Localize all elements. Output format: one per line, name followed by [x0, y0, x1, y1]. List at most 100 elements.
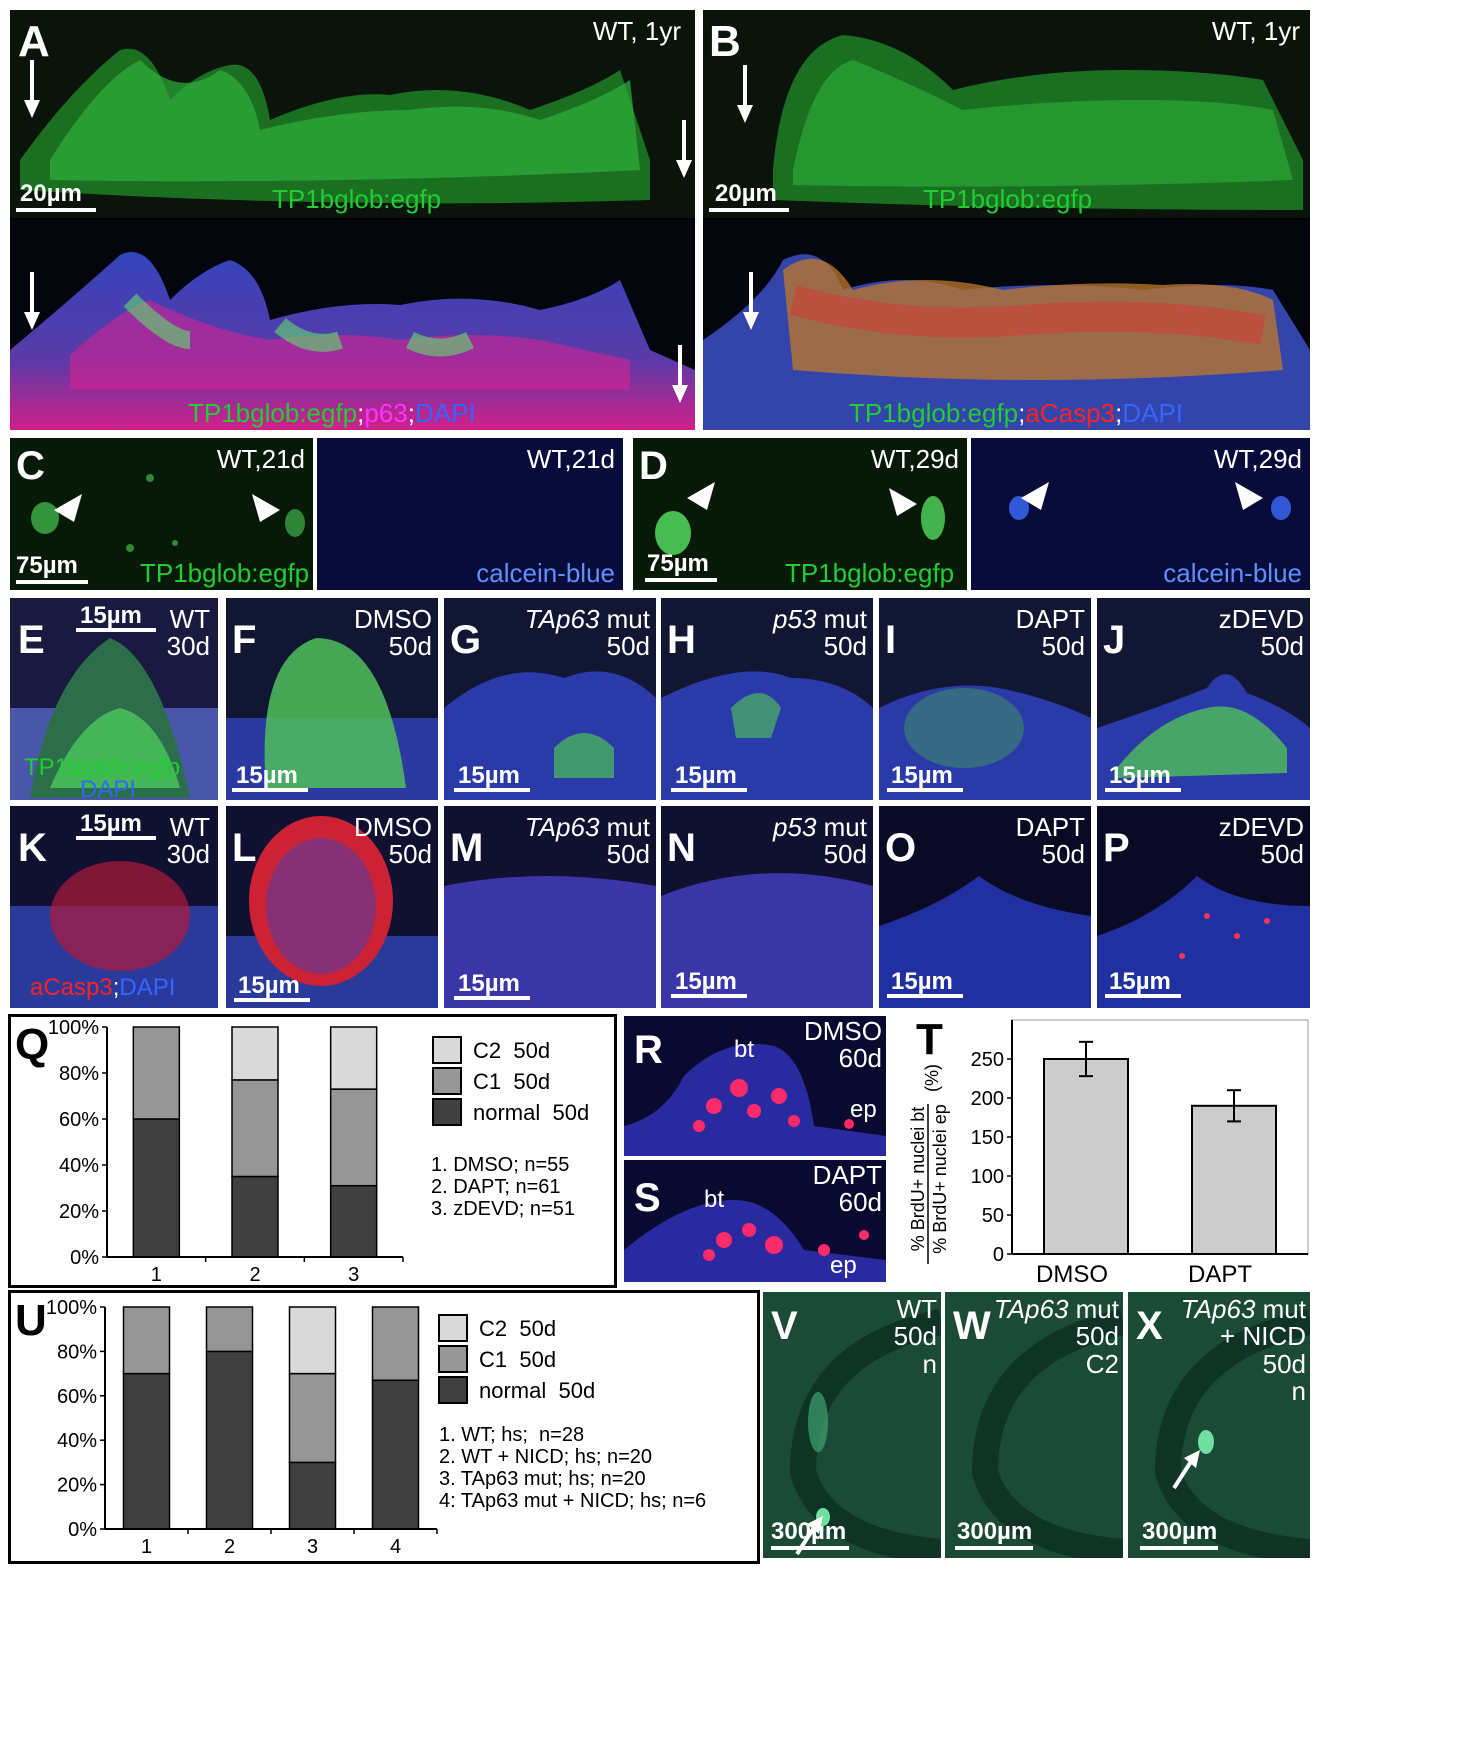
cond-line: TAp63 mut — [994, 1295, 1119, 1323]
legend-swatch — [432, 1036, 462, 1064]
panel-j-label: J — [1103, 618, 1126, 662]
panel-g-scalebar — [454, 788, 530, 792]
cond-line: WT — [169, 604, 210, 634]
y-tick-label: 250 — [971, 1049, 1004, 1071]
legend-label: normal 50d — [479, 1378, 595, 1403]
panel-k-scale: 15µm — [80, 810, 142, 837]
panel-c-scale: 75µm — [16, 552, 78, 579]
panel-n: N p53 mut 50d 15µm — [661, 806, 873, 1008]
panel-m-label: M — [450, 826, 484, 870]
panel-a: A WT, 1yr 20µm TP1bglob:egfp TP1bglob:eg… — [10, 10, 695, 430]
down-arrow-icon — [24, 272, 40, 330]
stain-sep: ; — [1115, 398, 1123, 428]
stain-sep: ; — [407, 398, 415, 428]
panel-p-image — [1097, 876, 1310, 1008]
panel-w-condition: TAp63 mut 50d C2 — [994, 1295, 1119, 1378]
panel-g-label: G — [450, 618, 482, 662]
panel-x-scalebar — [1140, 1546, 1218, 1550]
cond-line: TAp63 mut — [1181, 1295, 1306, 1323]
panel-w-label: W — [953, 1304, 991, 1348]
panel-n-scale: 15µm — [675, 968, 737, 995]
panel-f-condition: DMSO 50d — [354, 605, 432, 661]
chart-u-box: U 0% 20% 40% 60% 80% 100% 1 2 3 4 C2 50d C1 50d norma… — [8, 1290, 760, 1564]
cond-line: DAPT — [1015, 812, 1085, 842]
panel-b-stain-bottom: TP1bglob:egfp;aCasp3;DAPI — [849, 398, 1183, 429]
panel-o-scalebar — [887, 994, 963, 998]
panel-j-image — [1097, 674, 1310, 800]
panel-v: V WT 50d n 300µm — [763, 1292, 941, 1558]
y-tick-label: 60% — [59, 1109, 99, 1131]
panel-j-condition: zDEVD 50d — [1218, 604, 1304, 661]
panel-l-image — [226, 816, 438, 1008]
panel-d-right: WT,29d calcein-blue — [971, 438, 1310, 590]
cond-line: 50d — [1041, 631, 1085, 662]
y-tick-label: 20% — [57, 1475, 97, 1497]
bar-segment — [288, 1461, 337, 1530]
panel-c-condition-left: WT,21d — [216, 444, 305, 474]
chart-q: Q 0% 20% 40% 60% 80% 100% 1 2 3 C2 50d C1 50d normal… — [15, 1017, 589, 1286]
panel-j-scale: 15µm — [1109, 762, 1171, 789]
cond-line: 50d — [1041, 839, 1085, 870]
stain-egfp: TP1bglob:egfp — [849, 398, 1019, 428]
panel-o-condition: DAPT 50d — [1015, 812, 1085, 870]
cond-line: TAp63 mut — [525, 605, 650, 633]
y-label-bottom: % BrdU+ nuclei ep — [930, 1104, 950, 1254]
panel-l: L DMSO 50d 15µm — [226, 806, 438, 1008]
legend-swatch — [438, 1314, 468, 1342]
panel-b-scale: 20µm — [715, 180, 777, 207]
panel-v-scalebar — [771, 1546, 849, 1550]
arrowhead-icon — [687, 482, 715, 510]
arrowhead-icon — [54, 494, 82, 522]
chart-q-box: Q 0% 20% 40% 60% 80% 100% 1 2 3 C2 50d C1 50d normal… — [8, 1014, 617, 1288]
panel-a-image — [10, 10, 695, 430]
cond-line: DMSO — [804, 1016, 882, 1046]
chart-label: Q — [15, 1020, 49, 1069]
cond-line: 50d — [388, 839, 432, 870]
down-arrow-icon — [24, 60, 40, 118]
y-tick-label: 0% — [70, 1247, 99, 1269]
cond-line: 50d — [1260, 839, 1304, 870]
panel-v-label: V — [771, 1304, 798, 1348]
bar-segment — [371, 1306, 420, 1382]
panel-f: F DMSO 50d 15µm — [226, 598, 438, 800]
panel-x-image — [1154, 1309, 1310, 1558]
panel-d-stain-right: calcein-blue — [1163, 558, 1302, 588]
stain-sep: ; — [112, 974, 120, 1001]
cond-line: WT — [169, 812, 210, 842]
panel-v-scale: 300µm — [771, 1518, 847, 1545]
panel-i-scalebar — [887, 788, 963, 792]
bar-segment — [231, 1026, 279, 1081]
cond-line: 50d — [893, 1321, 937, 1352]
legend-swatch — [432, 1098, 462, 1126]
cond-line: 30d — [166, 631, 210, 662]
panel-d-condition-left: WT,29d — [870, 444, 959, 474]
bar-segment — [205, 1350, 254, 1530]
panel-m-image — [444, 876, 656, 1008]
panel-s-condition: DAPT 60d — [812, 1160, 882, 1217]
panel-k-condition: WT 30d — [167, 812, 210, 869]
panel-e-image — [10, 638, 218, 800]
bar-segment — [329, 1026, 378, 1090]
panel-b-image — [703, 10, 1310, 430]
panel-f-scalebar — [232, 788, 308, 792]
y-tick-label: 80% — [59, 1063, 99, 1085]
panel-o-label: O — [885, 826, 917, 870]
cond-line: p53 mut — [773, 605, 867, 633]
y-tick-label: 0 — [993, 1244, 1004, 1266]
panel-s: S DAPT 60d bt ep — [624, 1160, 886, 1282]
cond-gene: p53 — [773, 812, 817, 842]
cond-line: DAPT — [812, 1160, 882, 1190]
arrowhead-icon — [1235, 482, 1263, 510]
panel-c-stain-right: calcein-blue — [476, 558, 615, 588]
panel-s-bt: bt — [704, 1186, 725, 1213]
panel-i-scale: 15µm — [891, 762, 953, 789]
chart-note: 4: TAp63 mut + NICD; hs; n=6 — [439, 1490, 706, 1512]
panel-b-label: B — [709, 17, 741, 66]
bar-segment — [122, 1306, 171, 1375]
panel-k-label: K — [18, 826, 47, 870]
bar-segment — [371, 1379, 420, 1530]
legend-label: C1 50d — [479, 1347, 556, 1372]
panel-b: B WT, 1yr 20µm TP1bglob:egfp TP1bglob:eg… — [703, 10, 1310, 430]
panel-g: G TAp63 mut 50d 15µm — [444, 598, 656, 800]
cond-line: zDEVD — [1218, 604, 1304, 634]
